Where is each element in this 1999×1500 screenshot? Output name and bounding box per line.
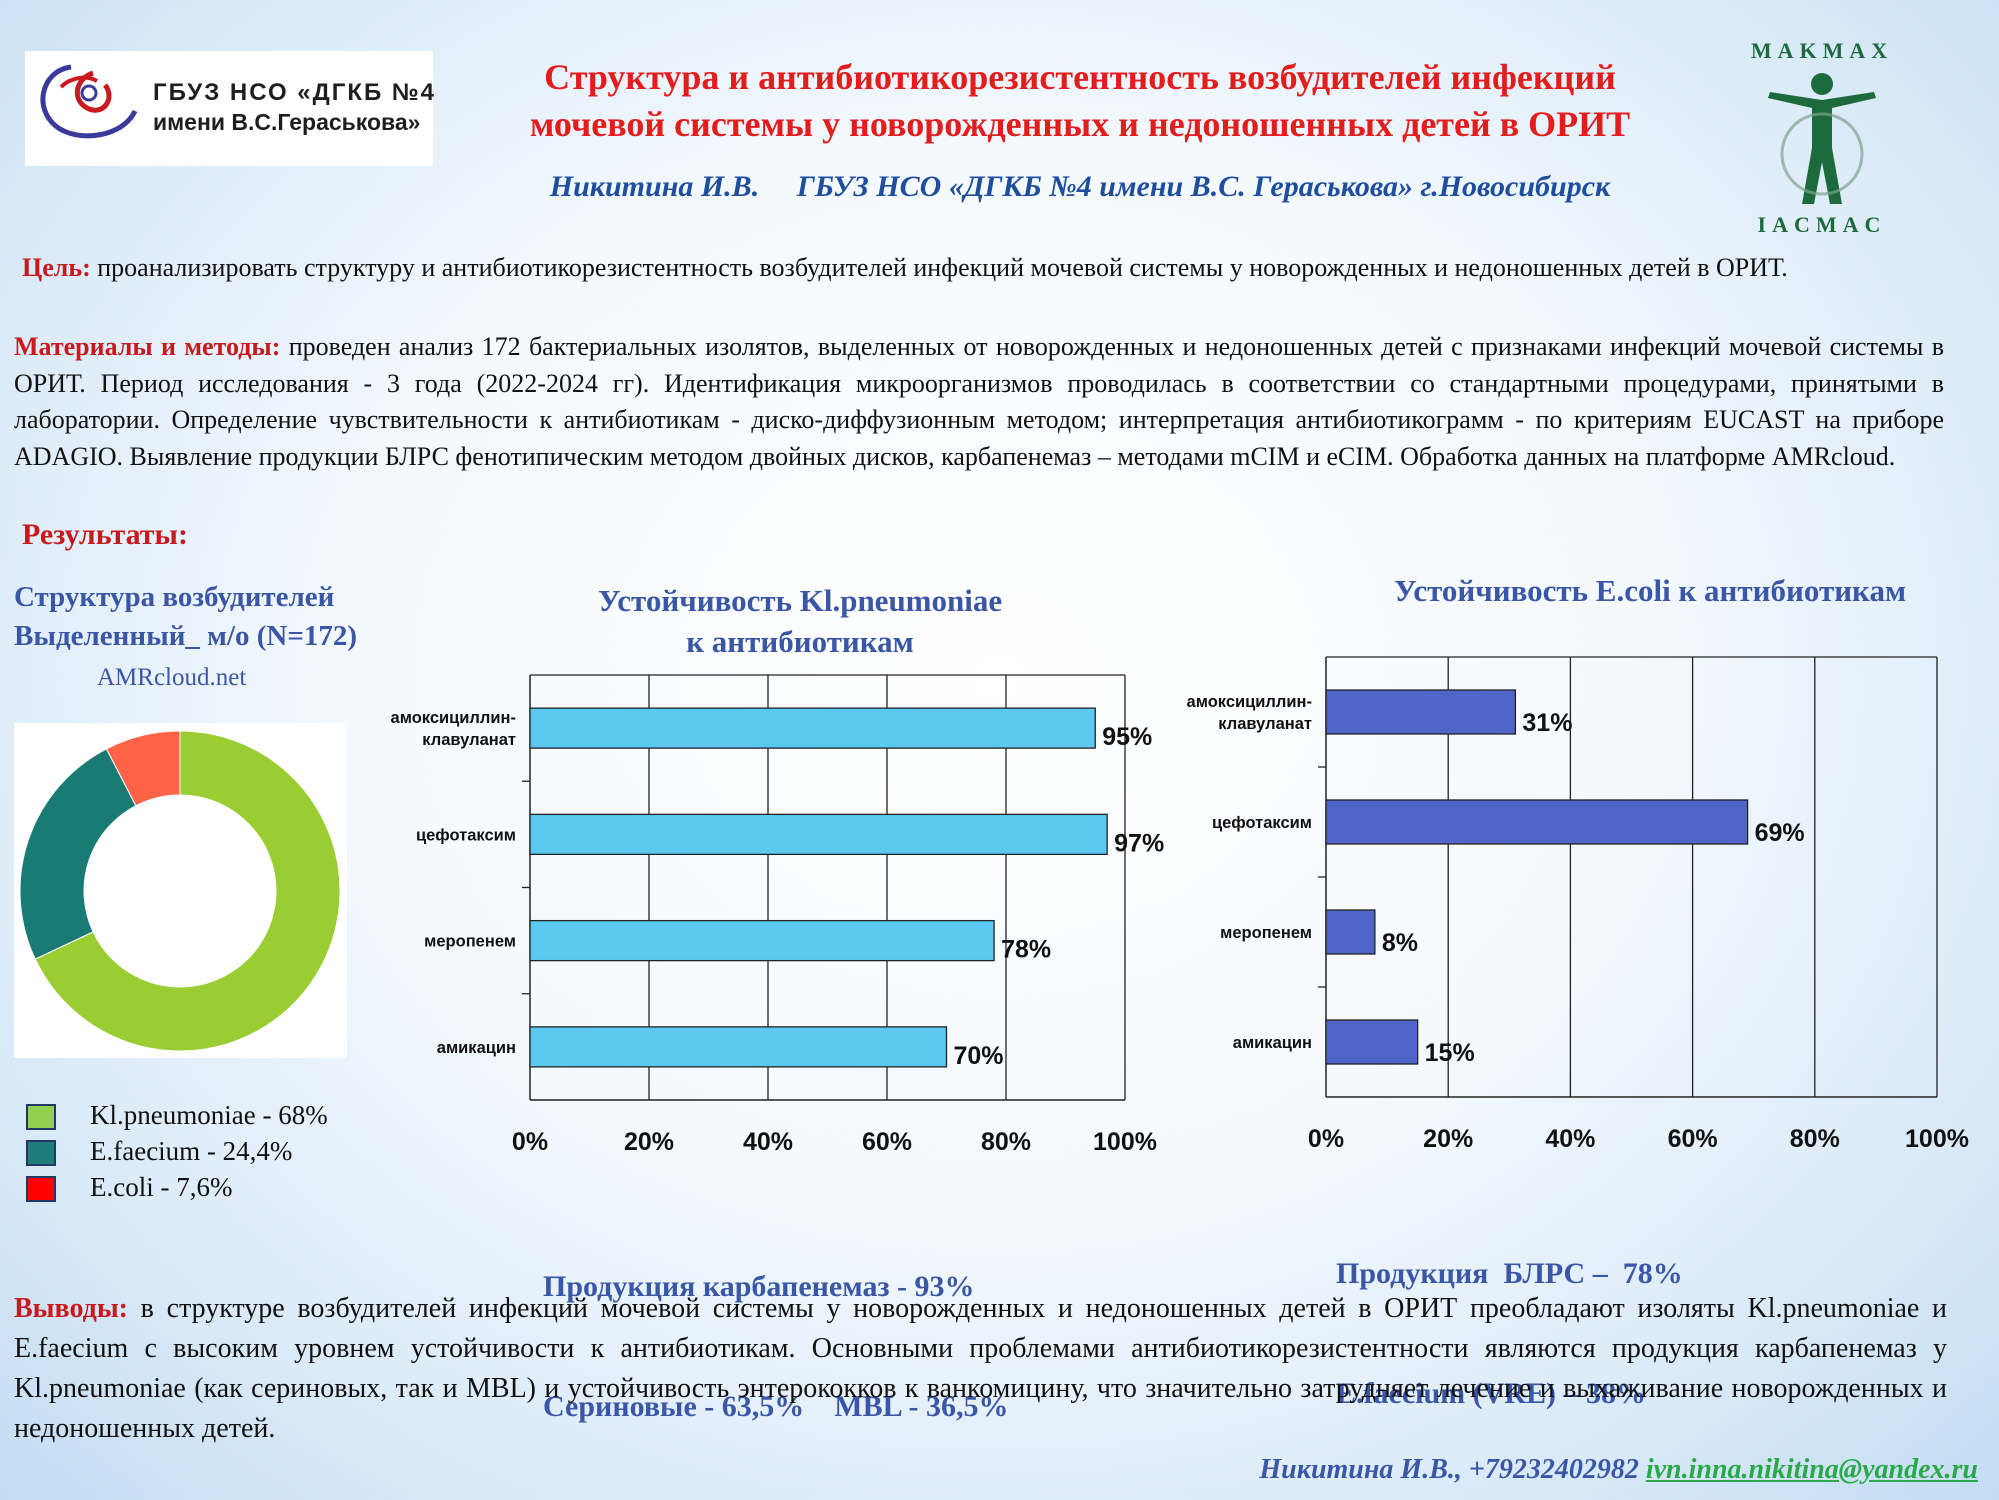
pathogen-donut-chart [14,723,347,1058]
conclusions-paragraph: Выводы: в структуре возбудителей инфекци… [14,1289,1947,1449]
kleb-resistance-bar-chart: 0% 20% 40% 60% 80% 100% 95% амоксициллин-клавул… [391,674,1164,1156]
human-figure-icon [1768,73,1876,204]
bar [1325,909,1376,955]
structure-title-line2: Выделенный_ м/о (N=172) [14,620,358,652]
x-tick-label: 60% [862,1128,912,1156]
legend-label: Kl.pneumoniae - 68% [90,1100,328,1130]
category-label: цефотаксим [416,826,516,844]
legend-label: E.faecium - 24,4% [90,1136,293,1166]
kleb-chart-title-line1: Устойчивость Kl.pneumoniae [597,583,1003,618]
structure-title: Структура возбудителей Выделенный_ м/о (… [14,578,357,656]
legend-swatch [26,1176,56,1202]
kleb-note-line2: Сериновые - 63,5% MBL - 36,5% [543,1390,1009,1423]
data-source-label: AMRcloud.net [97,664,247,691]
kleb-note-line1: Продукция карбапенемаз - 93% [543,1270,975,1303]
x-tick-label: 0% [1308,1125,1344,1153]
bar-value-label: 95% [1102,723,1152,751]
goal-label: Цель: [22,253,91,282]
bar [1325,799,1749,845]
x-tick-label: 0% [512,1128,548,1156]
kleb-carbapenemase-note: Продукция карбапенемаз - 93% Сериновые -… [543,1187,1008,1467]
bar-value-label: 31% [1522,709,1572,737]
category-label: амоксициллин- [391,709,516,727]
contact-text: Никитина И.В., +79232402982 [1259,1454,1646,1485]
ecoli-chart-title: Устойчивость E.coli к антибиотикам [1393,573,1907,608]
bar-value-label: 97% [1114,829,1164,857]
hospital-name-line2: имени В.С.Гераськова» [153,109,421,135]
category-label: меропенем [1220,924,1312,942]
x-tick-label: 80% [981,1128,1031,1156]
makmax-logo-bottom-text: IACMAC [1757,212,1887,237]
kleb-chart-title: Устойчивость Kl.pneumoniae к антибиотика… [530,580,1070,662]
methods-paragraph: Материалы и методы: проведен анализ 172 … [14,329,1944,475]
ecoli-note-line2: E.faecium (VRE) – 38% [1336,1377,1646,1410]
category-label: амикацин [437,1039,516,1057]
legend-swatch [26,1104,56,1130]
x-tick-label: 80% [1790,1125,1840,1153]
conclusions-text: в структуре возбудителей инфекций мочево… [14,1293,1947,1444]
contact-email-link[interactable]: ivn.inna.nikitina@yandex.ru [1645,1454,1978,1485]
x-tick-label: 60% [1668,1125,1718,1153]
x-tick-label: 100% [1905,1125,1969,1153]
poster-title-line2: мочевой системы у новорожденных и недоно… [529,104,1631,144]
category-label: амоксициллин- [1187,693,1312,711]
donut-slice [34,730,341,1052]
legend-swatch [26,1140,56,1166]
structure-title-line1: Структура возбудителей [14,581,335,613]
x-tick-label: 100% [1093,1128,1157,1156]
bar-value-label: 70% [954,1042,1004,1070]
legend-label: E.coli - 7,6% [90,1172,233,1202]
conclusions-label: Выводы: [14,1293,129,1324]
hospital-name-line1: ГБУЗ НСО «ДГКБ №4 [153,79,437,106]
bar [529,1026,948,1068]
bar [529,813,1108,856]
donut-slice [19,748,137,960]
authors-affiliation: Никитина И.В. ГБУЗ НСО «ДГКБ №4 имени В.… [549,170,1611,203]
methods-label: Материалы и методы: [14,332,281,361]
category-label: цефотаксим [1212,814,1312,832]
poster-title-line1: Структура и антибиотикорезистентность во… [544,57,1616,97]
ecoli-esbl-note: Продукция БЛРС – 78% E.faecium (VRE) – 3… [1336,1174,1683,1454]
bar-value-label: 8% [1382,929,1418,957]
bar [529,919,995,962]
x-tick-label: 20% [624,1128,674,1156]
kleb-chart-title-line2: к антибиотикам [686,624,914,659]
category-label: амикацин [1233,1034,1312,1052]
hospital-logo: ГБУЗ НСО «ДГКБ №4 имени В.С.Гераськова» [25,51,437,166]
bar [1325,1019,1419,1065]
methods-text: проведен анализ 172 бактериальных изолят… [14,332,1944,471]
makmax-logo: MAKMAX IACMAC [1742,38,1902,238]
donut-slice [105,730,181,807]
contact-line: Никитина И.В., +79232402982 ivn.inna.nik… [1188,1454,1978,1486]
bar-value-label: 78% [1001,936,1051,964]
results-heading: Результаты: [22,518,188,551]
category-label: меропенем [424,933,516,951]
x-tick-label: 40% [743,1128,793,1156]
poster-title: Структура и антибиотикорезистентность во… [440,54,1720,148]
bar [1325,689,1517,735]
donut-chart-svg [19,730,341,1052]
ecoli-resistance-bar-chart: 0% 20% 40% 60% 80% 100% 31% амоксициллин-клавул… [1187,656,1969,1153]
mother-child-logo-icon [40,64,138,139]
goal-paragraph: Цель: проанализировать структуру и антиб… [22,250,1947,287]
bar-value-label: 69% [1755,819,1805,847]
bar-value-label: 15% [1425,1039,1475,1067]
goal-text: проанализировать структуру и антибиотико… [90,253,1788,282]
ecoli-note-line1: Продукция БЛРС – 78% [1336,1257,1683,1290]
category-label: клавуланат [422,731,516,749]
x-tick-label: 40% [1545,1125,1595,1153]
category-label: клавуланат [1218,715,1312,733]
bar [529,707,1096,749]
x-tick-label: 20% [1423,1125,1473,1153]
makmax-logo-top-text: MAKMAX [1750,38,1894,63]
